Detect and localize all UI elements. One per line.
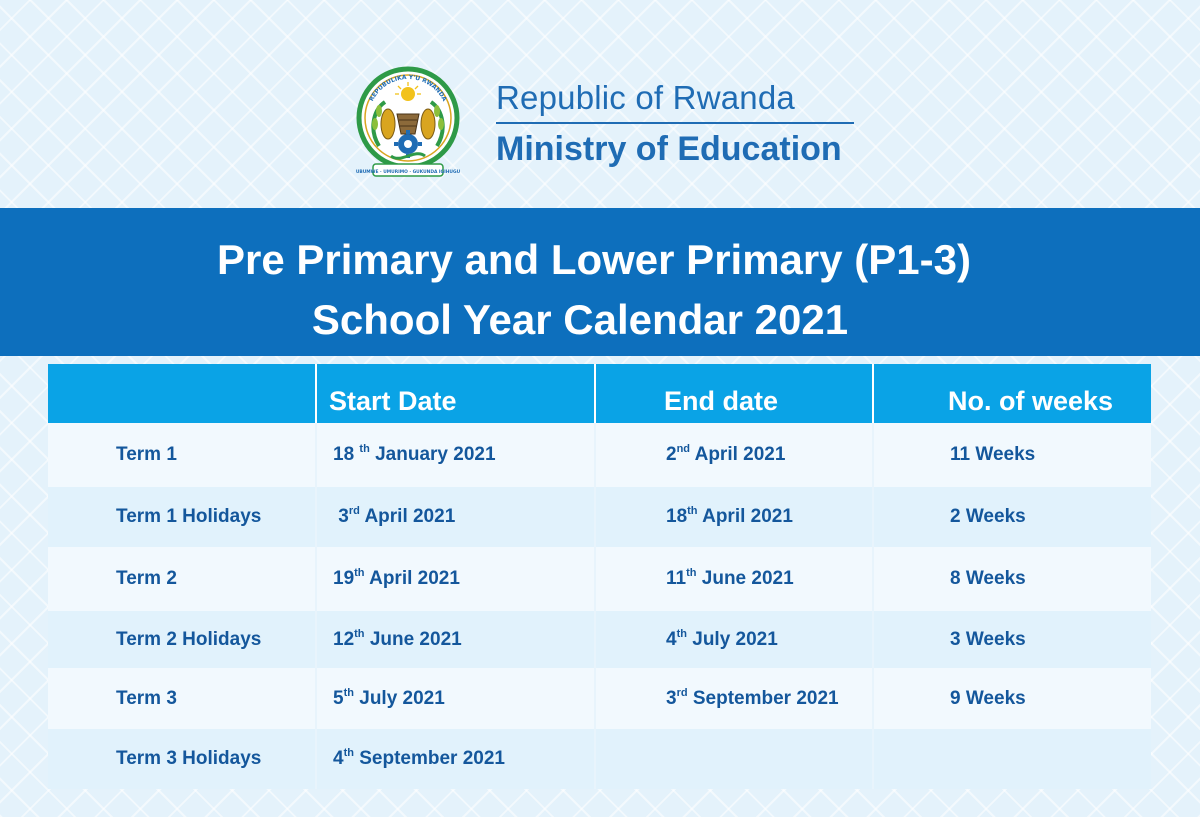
period-cell: Term 3 Holidays (48, 729, 317, 789)
weeks-cell: 8 Weeks (873, 547, 1151, 611)
period-cell: Term 2 (48, 547, 317, 611)
header-end-date: End date (595, 364, 874, 423)
table-row: Term 3 Holidays 4th September 2021 (48, 729, 1151, 789)
end-date-cell (595, 729, 874, 789)
page-header: REPUBULIKA Y'U RWANDA (0, 0, 1200, 208)
end-date-cell: 2nd April 2021 (595, 423, 874, 487)
table-row: Term 1 Holidays 3rd April 2021 18th Apri… (48, 487, 1151, 547)
weeks-cell: 11 Weeks (873, 423, 1151, 487)
organization-name-block: Republic of Rwanda Ministry of Education (496, 78, 856, 169)
weeks-cell: 3 Weeks (873, 611, 1151, 668)
banner-title-line-1: Pre Primary and Lower Primary (P1-3) (217, 236, 971, 283)
end-date-cell: 4th July 2021 (595, 611, 874, 668)
start-date-cell: 5th July 2021 (316, 668, 596, 729)
table-row: Term 2 19th April 2021 11th June 2021 8 … (48, 547, 1151, 611)
header-number-of-weeks: No. of weeks (873, 364, 1151, 423)
republic-title: Republic of Rwanda (496, 79, 795, 116)
ministry-title: Ministry of Education (496, 130, 842, 168)
school-calendar-table: Start Date End date No. of weeks Term 1 … (48, 364, 1151, 789)
header-period (48, 364, 317, 423)
period-cell: Term 2 Holidays (48, 611, 317, 668)
period-cell: Term 1 (48, 423, 317, 487)
weeks-cell (873, 729, 1151, 789)
table-row: Term 2 Holidays 12th June 2021 4th July … (48, 611, 1151, 668)
header-start-date: Start Date (316, 364, 596, 423)
start-date-cell: 4th September 2021 (316, 729, 596, 789)
table-row: Term 1 18 th January 2021 2nd April 2021… (48, 423, 1151, 487)
weeks-cell: 9 Weeks (873, 668, 1151, 729)
title-divider (496, 122, 854, 124)
period-cell: Term 1 Holidays (48, 487, 317, 547)
calendar-table-container: Start Date End date No. of weeks Term 1 … (48, 364, 1151, 789)
banner-title-line-2: School Year Calendar 2021 (311, 296, 849, 343)
start-date-cell: 12th June 2021 (316, 611, 596, 668)
period-cell: Term 3 (48, 668, 317, 729)
rwanda-coat-of-arms-emblem: REPUBULIKA Y'U RWANDA (355, 64, 461, 182)
end-date-cell: 3rd September 2021 (595, 668, 874, 729)
start-date-cell: 3rd April 2021 (316, 487, 596, 547)
title-banner: Pre Primary and Lower Primary (P1-3) Sch… (0, 208, 1200, 356)
weeks-cell: 2 Weeks (873, 487, 1151, 547)
start-date-cell: 18 th January 2021 (316, 423, 596, 487)
end-date-cell: 18th April 2021 (595, 487, 874, 547)
emblem-motto: UBUMWE · UMURIMO · GUKUNDA IGIHUGU (356, 169, 461, 175)
table-header-row: Start Date End date No. of weeks (48, 364, 1151, 423)
start-date-cell: 19th April 2021 (316, 547, 596, 611)
table-row: Term 3 5th July 2021 3rd September 2021 … (48, 668, 1151, 729)
end-date-cell: 11th June 2021 (595, 547, 874, 611)
